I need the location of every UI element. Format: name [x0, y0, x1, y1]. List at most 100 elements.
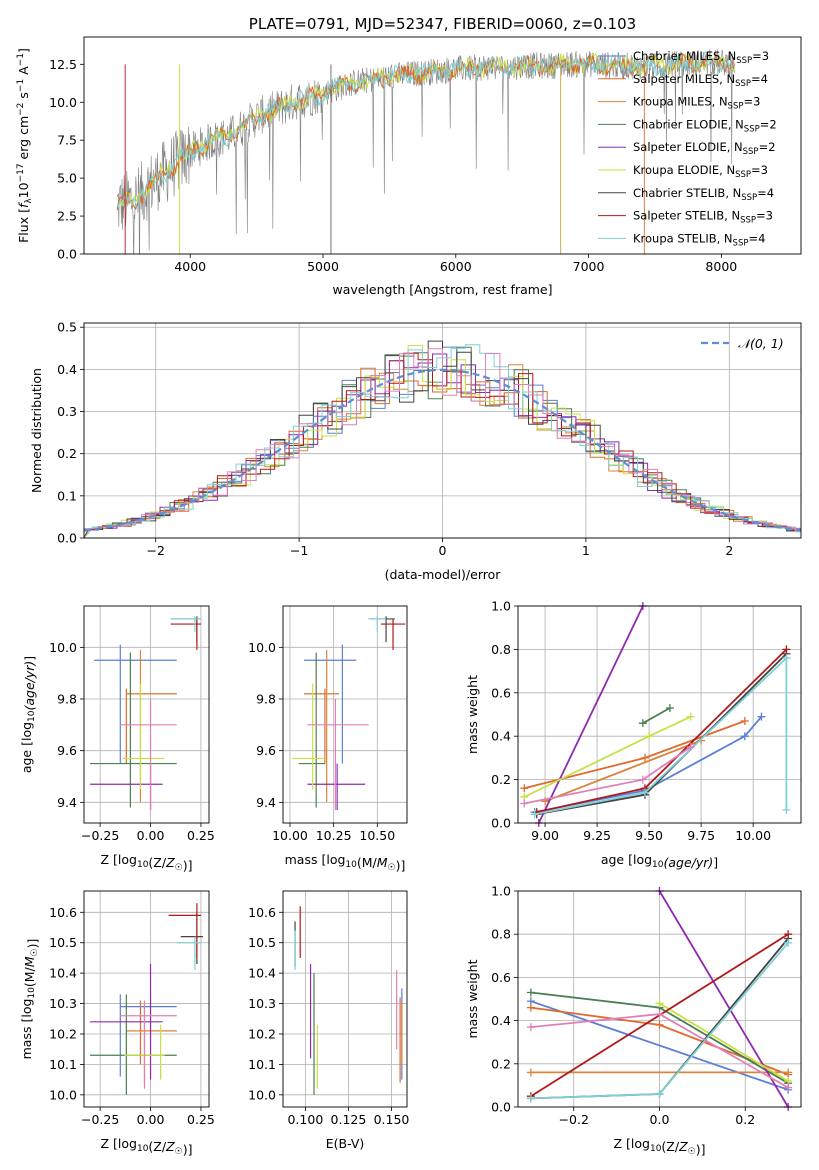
- y-tick-label: 9.8: [57, 692, 77, 707]
- y-tick-label: 0.8: [491, 642, 511, 657]
- y-tick-label: 0.4: [57, 362, 77, 377]
- weight-line: [659, 1002, 789, 1082]
- y-tick-label: 0.6: [491, 970, 511, 985]
- y-tick-label: 12.5: [49, 57, 77, 72]
- mass-vs-ebv-axes: 0.100 0.125 0.150 10.0 10.1 10.2 10.3 10.4 10.5 1…: [248, 891, 409, 1127]
- spectrum-title: PLATE=0791, MJD=52347, FIBERID=0060, z=0…: [249, 15, 636, 33]
- age-vs-mass-frame: [282, 605, 408, 824]
- weight-marker: [782, 805, 791, 814]
- y-tick-label: 9.6: [256, 743, 276, 758]
- weight-vs-z-frame: [517, 890, 802, 1108]
- y-tick-label: 5.0: [57, 171, 77, 186]
- mass-vs-z-points: [90, 903, 203, 1095]
- weight-marker: [520, 784, 529, 793]
- y-tick-label: 10.5: [49, 935, 77, 950]
- x-tick-label: 0.00: [137, 828, 165, 843]
- weight-marker: [655, 1020, 664, 1029]
- y-tick-label: 9.8: [256, 692, 276, 707]
- y-tick-label: 0.2: [491, 772, 511, 787]
- mass-vs-z-ylabel: mass [log10(M/M☉)]: [19, 939, 40, 1060]
- spectrum-frame: [83, 36, 802, 255]
- weight-line: [544, 739, 702, 803]
- legend-entry: Salpeter STELIB, NSSP=3: [633, 209, 773, 226]
- x-tick-label: 0.2: [735, 1112, 755, 1127]
- y-tick-label: 10.6: [248, 905, 276, 920]
- y-tick-label: 10.2: [49, 1026, 77, 1041]
- y-tick-label: 0.8: [491, 927, 511, 942]
- x-tick-label: 9.75: [687, 828, 715, 843]
- y-tick-label: 10.1: [248, 1057, 276, 1072]
- spectrum-ylabel: Flux [fλ10−17 erg cm−2 s−1 A−1]: [16, 48, 34, 243]
- y-tick-label: 0.2: [491, 1056, 511, 1071]
- y-tick-label: 10.3: [248, 996, 276, 1011]
- y-tick-label: 10.0: [49, 640, 77, 655]
- y-tick-label: 1.0: [491, 599, 511, 614]
- weight-vs-age-ylabel: mass weight: [465, 675, 480, 754]
- legend-entry: Chabrier STELIB, NSSP=4: [633, 186, 774, 203]
- y-tick-label: 0.4: [491, 1013, 511, 1028]
- x-tick-label: 0.125: [331, 1112, 367, 1127]
- y-tick-label: 0.0: [57, 531, 77, 546]
- age-vs-z-ylabel: age [log10(age/yr)]: [19, 656, 37, 773]
- weight-marker: [640, 788, 649, 797]
- mass-vs-ebv-xlabel: E(B-V): [326, 1136, 365, 1151]
- weight-marker: [784, 930, 793, 939]
- x-tick-label: 10.25: [316, 828, 352, 843]
- x-tick-label: 5000: [307, 259, 339, 274]
- model-spectrum: [116, 51, 735, 210]
- histogram-steps: [84, 340, 801, 538]
- spectrum-legend: Chabrier MILES, NSSP=3 Salpeter MILES, NS…: [598, 49, 777, 248]
- legend-entry: Kroupa MILES, NSSP=3: [633, 95, 760, 112]
- age-vs-z-points: [90, 616, 201, 811]
- x-tick-label: 0.0: [650, 1112, 670, 1127]
- weight-marker: [782, 645, 791, 654]
- legend-entry: Chabrier MILES, NSSP=3: [633, 49, 769, 66]
- histogram-frame: [83, 322, 802, 539]
- weight-marker: [757, 712, 766, 721]
- x-tick-label: 6000: [440, 259, 472, 274]
- weight-marker: [526, 1023, 535, 1032]
- weight-line: [658, 890, 789, 1108]
- weight-marker: [520, 799, 529, 808]
- y-tick-label: 0.2: [57, 446, 77, 461]
- legend-entry: Kroupa ELODIE, NSSP=3: [633, 163, 768, 180]
- weight-marker: [638, 775, 647, 784]
- y-tick-label: 10.0: [248, 1087, 276, 1102]
- x-tick-label: 0: [439, 543, 447, 558]
- y-tick-label: 7.5: [57, 133, 77, 148]
- weight-marker: [782, 654, 791, 663]
- histogram-legend: 𝒩(0, 1): [738, 336, 784, 351]
- age-vs-z-xlabel: Z [log10(Z/Z☉)]: [100, 852, 192, 873]
- weight-marker: [740, 732, 749, 741]
- legend-entry: Salpeter MILES, NSSP=4: [633, 72, 768, 89]
- spectrum-xlabel: wavelength [Angstrom, rest frame]: [332, 282, 552, 297]
- weight-marker: [665, 703, 674, 712]
- histogram-series: [84, 348, 801, 538]
- y-tick-label: 1.0: [491, 884, 511, 899]
- mass-vs-z-xlabel: Z [log10(Z/Z☉)]: [100, 1136, 192, 1157]
- mass-vs-ebv-frame: [282, 890, 408, 1108]
- x-tick-label: 10.00: [272, 828, 308, 843]
- x-tick-label: 0.150: [374, 1112, 410, 1127]
- weight-marker: [655, 999, 664, 1008]
- weight-line: [537, 605, 644, 824]
- y-tick-label: 0.6: [491, 685, 511, 700]
- y-tick-label: 10.0: [49, 1087, 77, 1102]
- x-tick-label: −0.25: [81, 828, 119, 843]
- y-tick-label: 10.0: [49, 95, 77, 110]
- spectrum-lines: [116, 49, 736, 254]
- weight-vs-z-xlabel: Z [log10(Z/Z☉)]: [613, 1136, 705, 1157]
- histogram-ylabel: Normed distribution: [29, 368, 44, 493]
- y-tick-label: 9.6: [57, 743, 77, 758]
- normal-curve: [84, 368, 801, 532]
- y-tick-label: 10.2: [248, 1026, 276, 1041]
- x-tick-label: 2: [725, 543, 733, 558]
- x-tick-label: 0.25: [187, 828, 215, 843]
- age-vs-z-frame: [83, 605, 210, 824]
- y-tick-label: 10.5: [248, 935, 276, 950]
- weight-vs-age-frame: [517, 605, 802, 824]
- x-tick-label: 1: [582, 543, 590, 558]
- weight-marker: [686, 712, 695, 721]
- x-tick-label: 9.00: [531, 828, 559, 843]
